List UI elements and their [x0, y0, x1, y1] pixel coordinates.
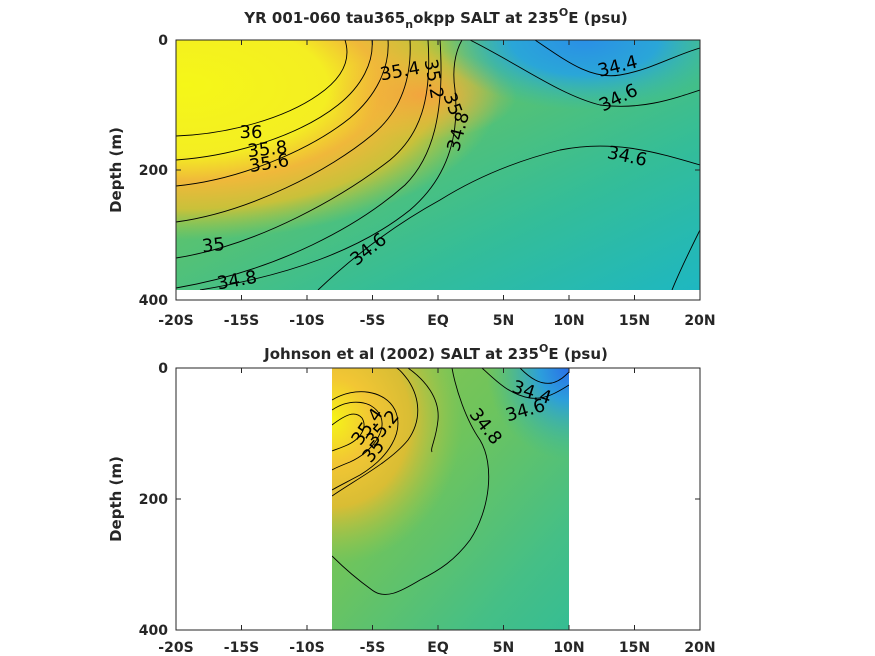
x-tick-label: 20N: [684, 640, 715, 656]
top-contour-lines: [176, 40, 700, 290]
top-contour-label: 35: [201, 234, 226, 257]
top-contour-34-4: [534, 40, 700, 77]
bottom-title: Johnson et al (2002) SALT at 235OE (psu): [263, 342, 608, 363]
top-contour-35: [176, 40, 442, 289]
bottom-y-axis-label: Depth (m): [107, 456, 125, 542]
y-tick-label: 400: [139, 293, 168, 309]
x-tick-label: 5N: [493, 313, 514, 329]
top-contour-34-8-left: [199, 40, 463, 290]
bottom-contour-34-8-inner: [407, 368, 439, 453]
x-tick-label: -5S: [360, 313, 386, 329]
x-tick-label: 10N: [553, 640, 584, 656]
x-tick-label: 15N: [619, 640, 650, 656]
top-contour-35-2: [176, 40, 430, 259]
y-tick-label: 200: [139, 492, 168, 508]
top-contour-label: 36: [240, 122, 263, 143]
bottom-y-tick-labels: 0 200 400: [139, 361, 168, 639]
bottom-contour-lines: [332, 368, 569, 595]
bottom-panel: Johnson et al (2002) SALT at 235OE (psu)…: [107, 342, 716, 656]
x-tick-label: -10S: [289, 640, 324, 656]
y-tick-label: 0: [158, 361, 168, 377]
x-tick-label: EQ: [427, 640, 449, 656]
top-contour-35-4: [176, 40, 411, 223]
top-contour-35-8: [176, 40, 373, 161]
x-tick-label: EQ: [427, 313, 449, 329]
top-salinity-field: [176, 40, 700, 290]
top-contour-34-6-right: [671, 229, 700, 290]
bottom-contour-35: [332, 368, 419, 497]
top-y-axis-label: Depth (m): [107, 127, 125, 213]
bottom-salinity-field: [332, 368, 569, 630]
bottom-contour-35-2: [332, 391, 399, 491]
top-title: YR 001-060 tau365nokpp SALT at 235OE (ps…: [243, 6, 627, 31]
x-tick-label: 5N: [493, 640, 514, 656]
top-contour-34-6-mid: [317, 145, 700, 290]
x-tick-label: 15N: [619, 313, 650, 329]
x-tick-label: -5S: [360, 640, 386, 656]
x-tick-label: 20N: [684, 313, 715, 329]
x-tick-label: -10S: [289, 313, 324, 329]
bottom-contour-34-6: [481, 368, 569, 399]
top-contour-34-6-top: [469, 40, 700, 107]
y-tick-label: 400: [139, 623, 168, 639]
top-contour-35-6: [176, 40, 389, 187]
bottom-contour-34-8-outer: [332, 368, 490, 595]
x-tick-label: 10N: [553, 313, 584, 329]
x-tick-label: -20S: [158, 313, 193, 329]
x-tick-label: -15S: [224, 640, 259, 656]
bottom-contour-34-4: [519, 368, 569, 384]
bottom-contour-35-6: [332, 413, 365, 452]
top-y-tick-labels: 0 200 400: [139, 33, 168, 309]
x-tick-label: -15S: [224, 313, 259, 329]
bottom-contour-35-4: [332, 401, 383, 471]
bottom-axis-ticks: [176, 368, 700, 630]
top-contour-label: 35.8: [246, 137, 288, 162]
top-axis-ticks: [175, 40, 700, 300]
top-contour-36: [176, 40, 348, 137]
y-tick-label: 200: [139, 163, 168, 179]
y-tick-label: 0: [158, 33, 168, 49]
bottom-x-tick-labels: -20S -15S -10S -5S EQ 5N 10N 15N 20N: [158, 640, 715, 656]
x-tick-label: -20S: [158, 640, 193, 656]
top-panel: YR 001-060 tau365nokpp SALT at 235OE (ps…: [107, 6, 716, 329]
top-x-tick-labels: -20S -15S -10S -5S EQ 5N 10N 15N 20N: [158, 313, 715, 329]
